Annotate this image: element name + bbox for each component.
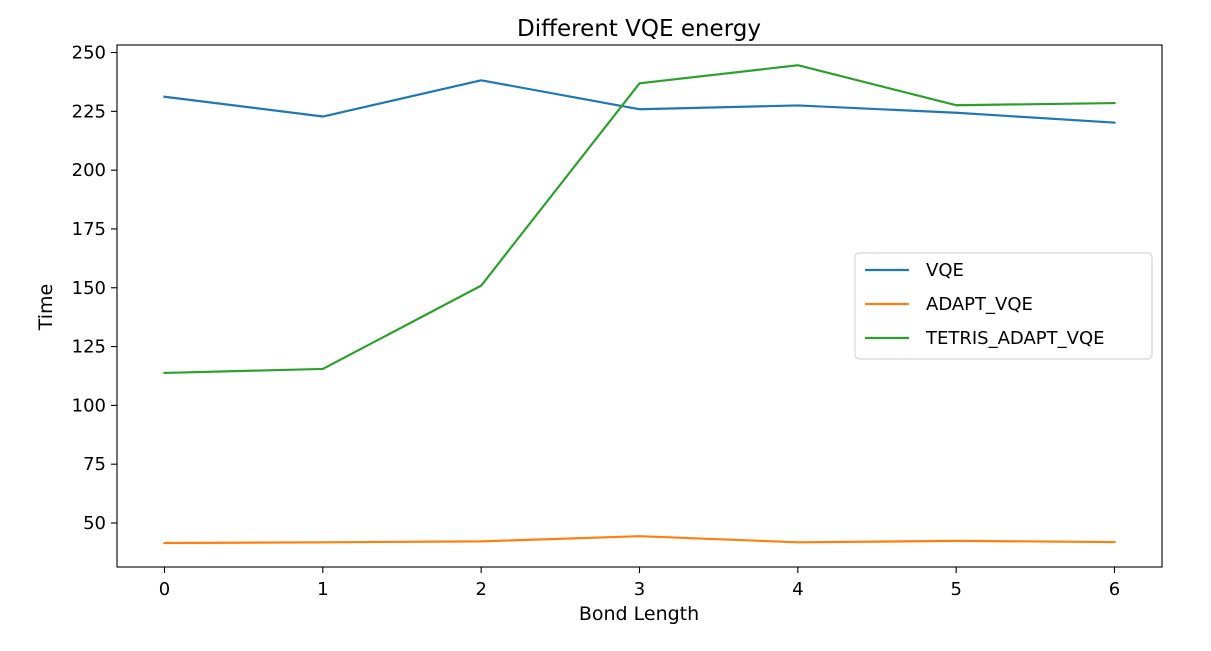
y-axis-label: Time xyxy=(35,284,57,332)
series-line-adapt-vqe xyxy=(163,535,1116,545)
series-lines xyxy=(163,64,1116,545)
series-line-vqe xyxy=(163,79,1116,124)
series-line-tetris-adapt-vqe xyxy=(163,64,1116,375)
y-tick-label: 100 xyxy=(72,395,106,416)
legend: VQE ADAPT_VQE TETRIS_ADAPT_VQE xyxy=(854,252,1153,360)
y-tick-label: 225 xyxy=(72,101,106,122)
chart-title: Different VQE energy xyxy=(517,16,761,42)
y-tick-label: 50 xyxy=(83,513,106,534)
y-tick-label: 75 xyxy=(83,454,106,475)
x-tick-label: 0 xyxy=(159,579,170,600)
y-tick-label: 150 xyxy=(72,278,106,299)
legend-label-tetris-adapt-vqe: TETRIS_ADAPT_VQE xyxy=(925,328,1104,349)
x-tick-label: 2 xyxy=(475,579,486,600)
y-tick-label: 175 xyxy=(72,219,106,240)
legend-box xyxy=(854,252,1153,360)
axes: 0 1 2 3 4 5 6 50 75 100 125 150 175 200 225 250 xyxy=(72,43,1163,600)
x-tick-label: 3 xyxy=(634,579,645,600)
x-tick-label: 6 xyxy=(1109,579,1120,600)
x-tick-label: 4 xyxy=(792,579,803,600)
legend-label-vqe: VQE xyxy=(926,260,964,281)
x-tick-label: 1 xyxy=(317,579,328,600)
y-tick-label: 125 xyxy=(72,337,106,358)
y-tick-label: 200 xyxy=(72,160,106,181)
y-tick-label: 250 xyxy=(72,43,106,64)
legend-label-adapt-vqe: ADAPT_VQE xyxy=(926,294,1033,315)
x-axis-label: Bond Length xyxy=(579,603,699,625)
x-tick-label: 5 xyxy=(950,579,961,600)
